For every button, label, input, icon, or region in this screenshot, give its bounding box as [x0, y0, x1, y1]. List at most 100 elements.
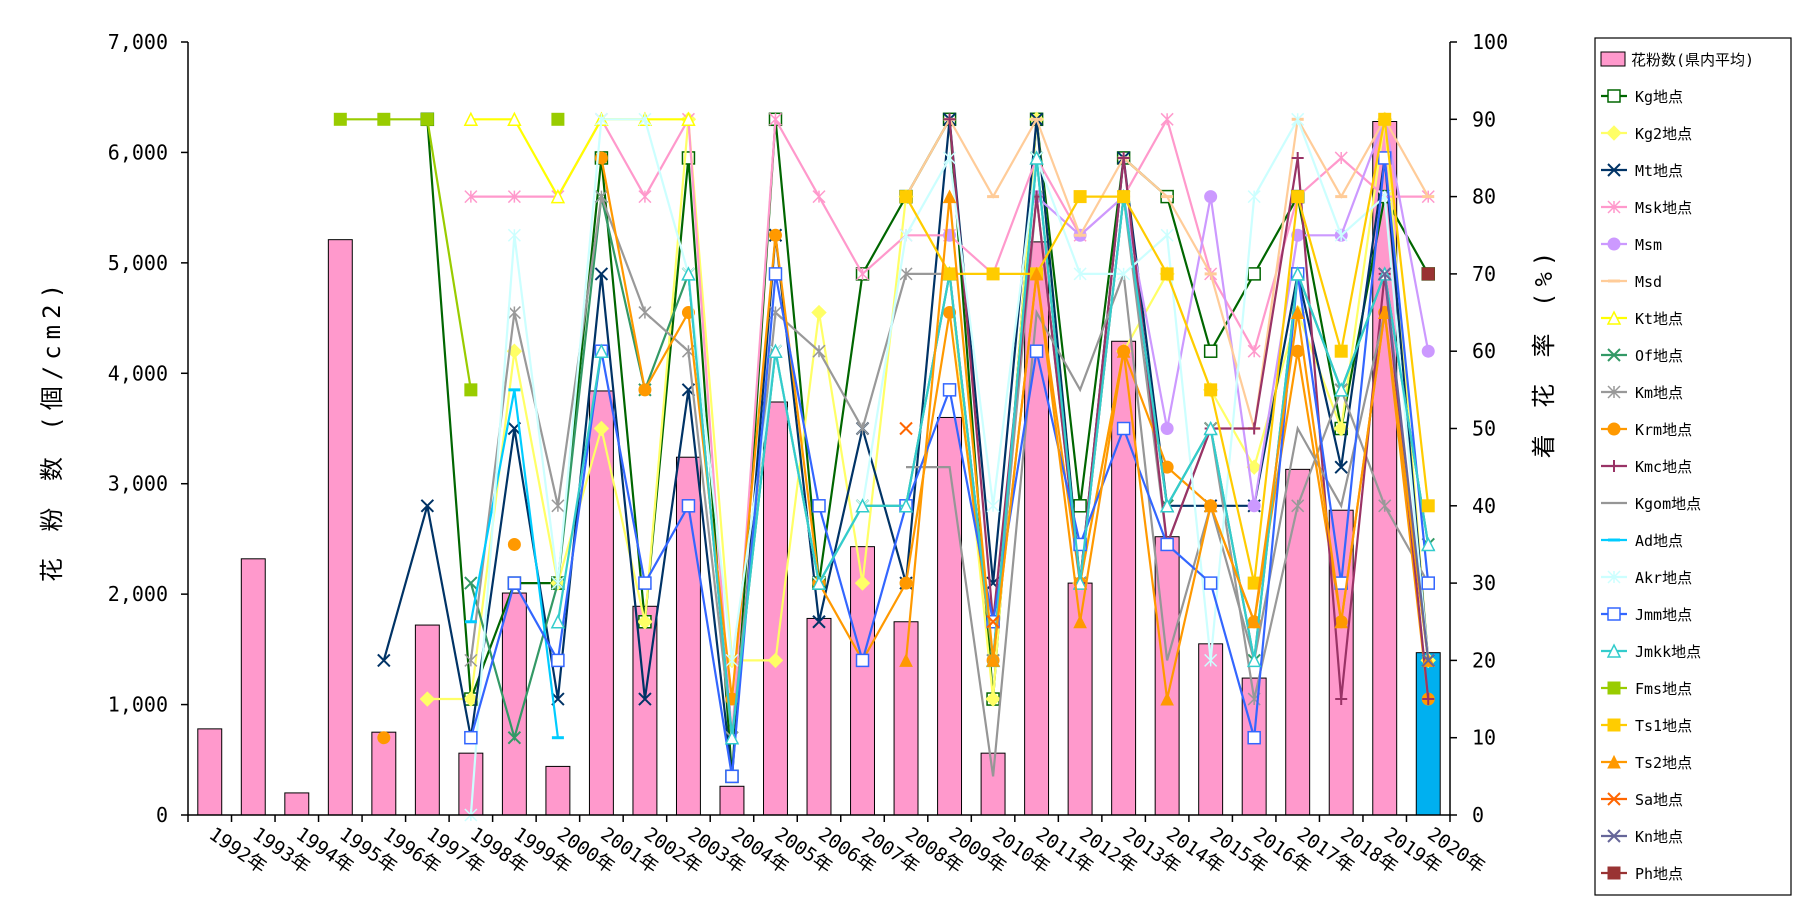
legend-marker: [1607, 829, 1621, 843]
point-Akr地点-2010年: [986, 499, 1000, 513]
point-Msm-2014年: [1160, 422, 1174, 435]
legend-marker: [1607, 89, 1621, 103]
series-line-Jmkk地点: [556, 157, 1430, 738]
point-Ts2地点-2014年: [1160, 691, 1174, 706]
bar-2005年: [763, 401, 788, 816]
point-Kg2地点-1998年: [463, 691, 479, 707]
legend-marker: [1607, 422, 1621, 436]
legend-label: Jmkk地点: [1635, 643, 1701, 661]
bar-2010年: [980, 752, 1006, 816]
point-Kmc地点-2009年: [943, 113, 956, 126]
series-Ts2地点: [899, 189, 1436, 706]
point-Jmkk地点-2006年: [811, 575, 827, 590]
legend-marker: [1607, 200, 1621, 214]
series-line-Fms地点: [340, 119, 558, 390]
legend-label: Jmm地点: [1635, 606, 1692, 624]
point-Mt地点-1997年: [420, 499, 435, 513]
y-axis-title: 花 粉 数 (個/cm2): [38, 278, 66, 582]
point-Jmkk地点-2001年: [594, 343, 609, 358]
bar-1997年: [414, 624, 440, 816]
legend-label: Kg地点: [1635, 88, 1683, 106]
point-Ts2地点-2018年: [1334, 614, 1349, 629]
legend-entry-Kt地点: Kt地点: [1601, 310, 1683, 328]
point-Akr地点-2014年: [1160, 228, 1174, 242]
point-Msk地点-1998年: [464, 190, 478, 204]
point-Km地点-2002年: [638, 306, 652, 320]
point-Fms地点-1996年: [377, 112, 391, 126]
point-Ts2地点-2011年: [1029, 266, 1044, 281]
legend-entry-Kg地点: Kg地点: [1601, 88, 1683, 106]
point-Mt地点-2001年: [594, 267, 609, 281]
legend-entry-Ad地点: Ad地点: [1601, 532, 1683, 550]
legend-label: Msd: [1635, 273, 1662, 291]
point-Jmkk地点-2007年: [855, 498, 870, 513]
bar-2006年: [806, 617, 832, 816]
legend-label: Ts1地点: [1635, 717, 1692, 735]
legend-label: Km地点: [1635, 384, 1683, 402]
point-Kg2地点-2002年: [637, 614, 653, 630]
legend-marker: [1606, 125, 1622, 141]
point-Ts1地点-2020年: [1421, 499, 1435, 513]
point-Akr地点-1999年: [507, 228, 521, 242]
point-Mt地点-1996年: [377, 653, 391, 668]
point-Akr地点-2016年: [1247, 190, 1261, 204]
y2-tick-label: 40: [1472, 494, 1496, 518]
point-Msm-2020年: [1421, 344, 1435, 358]
point-Fms地点-2000年: [551, 112, 565, 126]
point-Jmkk地点-2015年: [1203, 420, 1218, 436]
legend-marker: [1607, 792, 1621, 806]
point-Kn地点-2019年: [1378, 267, 1392, 281]
point-Jmm地点-2015年: [1203, 576, 1218, 590]
series-Kt地点: [463, 111, 696, 204]
y-tick-label: 6,000: [108, 140, 168, 164]
point-Ts2地点-2013年: [1116, 344, 1131, 358]
point-Jmm地点-2005年: [768, 267, 783, 281]
y-tick-label: 0: [156, 803, 168, 827]
point-Jmm地点-2016年: [1247, 730, 1261, 745]
y-tick-label: 3,000: [108, 472, 168, 496]
point-Km地点-2001年: [594, 190, 608, 204]
point-Ts1地点-2015年: [1204, 383, 1218, 397]
bar-2020年: [1415, 652, 1441, 816]
legend-marker: [1607, 570, 1621, 584]
point-Ts2地点-2010年: [986, 653, 1000, 667]
legend-label: Ad地点: [1635, 532, 1683, 550]
point-Msm-2016年: [1247, 499, 1261, 513]
y2-tick-label: 0: [1472, 803, 1484, 827]
legend-label: Of地点: [1635, 347, 1683, 365]
point-Ts1地点-2010年: [986, 267, 1000, 281]
point-Jmm地点-2013年: [1116, 421, 1131, 436]
point-Kg地点-2015年: [1203, 344, 1218, 358]
legend-label: Kt地点: [1635, 310, 1683, 328]
point-Kmc地点-2013年: [1117, 151, 1130, 164]
point-Sa地点-2010年: [986, 615, 1000, 629]
series-line-Kt地点: [470, 118, 689, 199]
series-Kn地点: [1378, 267, 1435, 668]
point-Jmm地点-1999年: [507, 576, 522, 590]
legend-entry-Mt地点: Mt地点: [1601, 162, 1683, 180]
legend-marker: [1607, 237, 1621, 251]
point-Km地点-2008年: [899, 267, 913, 281]
point-Ts1地点-2019年: [1378, 112, 1392, 126]
legend-entry-Msm: Msm: [1601, 236, 1662, 254]
point-Krm地点-2002年: [638, 383, 652, 397]
point-Ts1地点-2014年: [1160, 267, 1174, 281]
point-Kt地点-1998年: [463, 111, 479, 127]
point-Fms地点-1997年: [420, 112, 434, 126]
point-Jmm地点-1998年: [464, 730, 478, 745]
y2-tick-label: 70: [1472, 262, 1496, 286]
point-Akr地点-2012年: [1073, 267, 1087, 281]
legend-label: Akr地点: [1635, 569, 1692, 587]
legend-entry-Akr地点: Akr地点: [1601, 569, 1692, 587]
point-Of地点-1999年: [507, 730, 522, 745]
legend-label-bars: 花粉数(県内平均): [1631, 51, 1754, 69]
point-Kt地点-1999年: [507, 111, 522, 127]
point-Msk地点-2018年: [1334, 151, 1348, 165]
legend-entry-Krm地点: Krm地点: [1601, 421, 1692, 439]
point-Msk地点-2005年: [768, 112, 783, 126]
point-Km地点-2017年: [1291, 499, 1305, 513]
legend-label: Kmc地点: [1635, 458, 1692, 476]
point-Msm-2015年: [1204, 190, 1218, 204]
y2-tick-label: 80: [1472, 185, 1496, 209]
point-Msk地点-2016年: [1247, 344, 1261, 358]
